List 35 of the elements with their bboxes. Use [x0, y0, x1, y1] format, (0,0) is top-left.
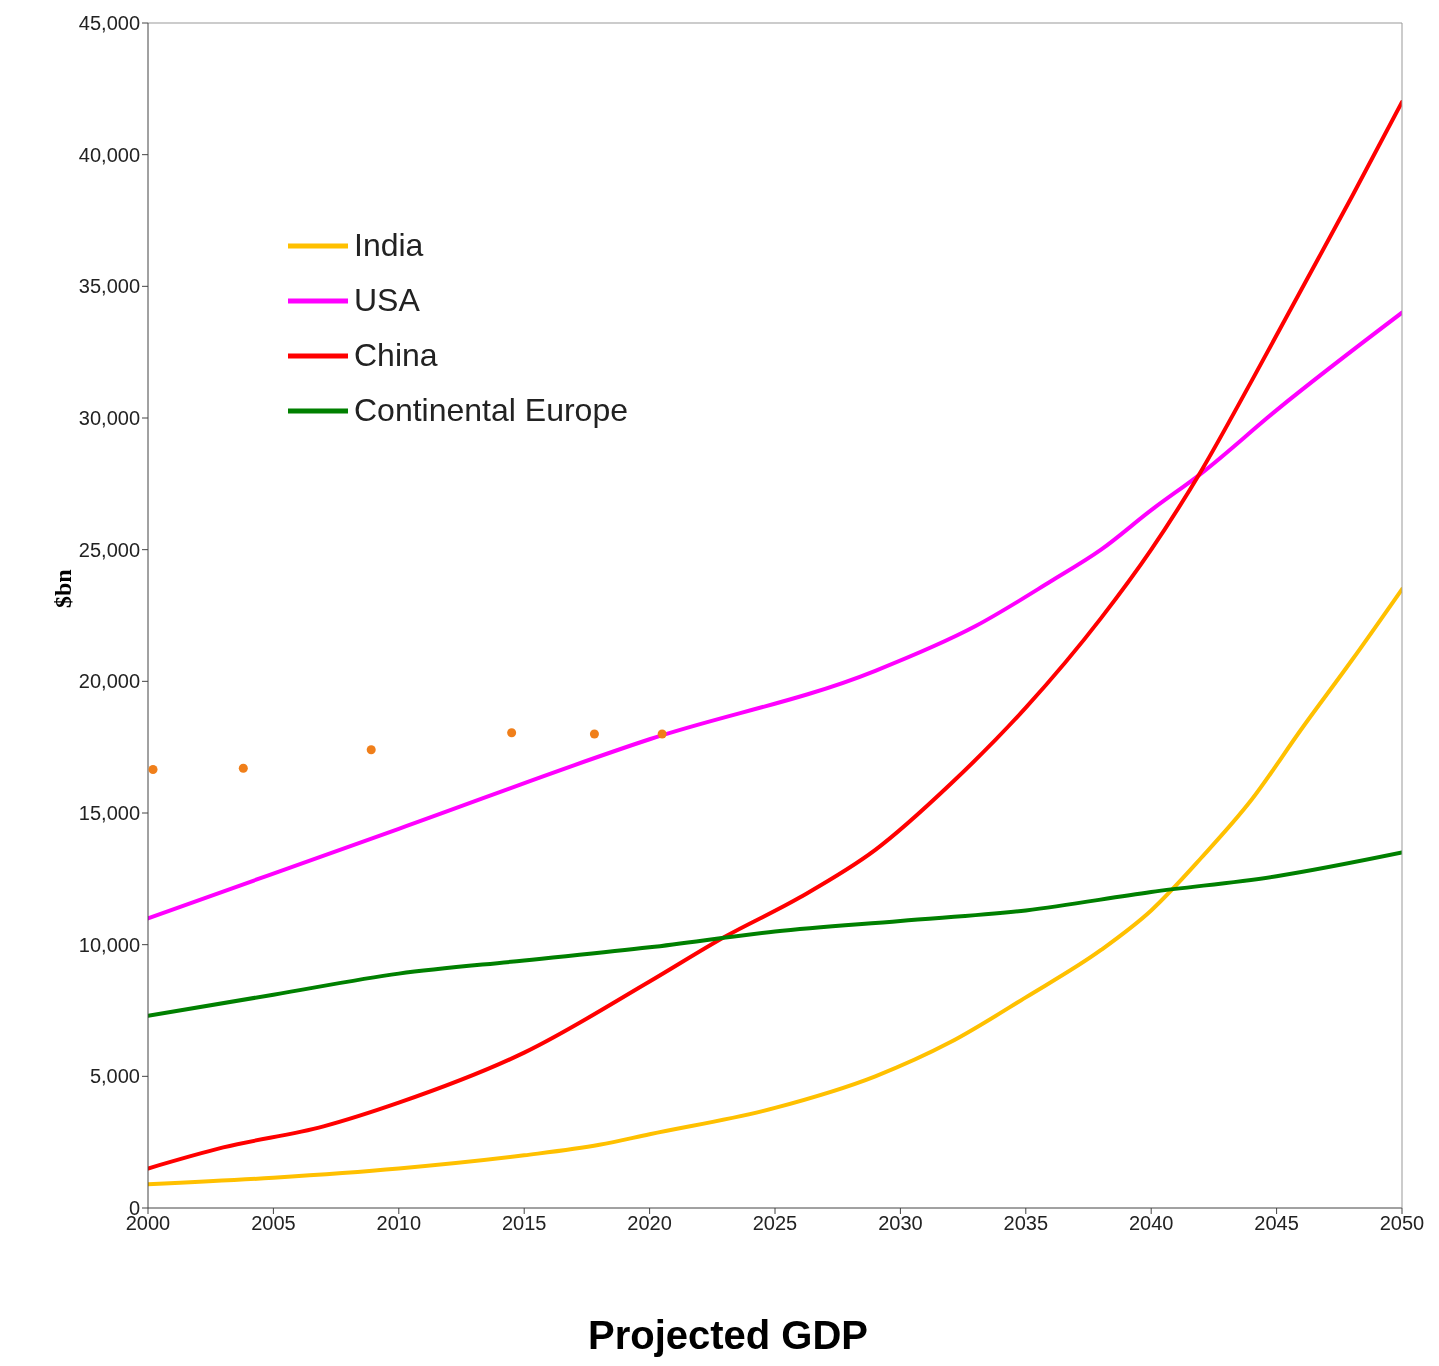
point [238, 763, 248, 773]
x-tick-label: 2040 [1128, 1212, 1174, 1235]
x-tick-label: 2005 [251, 1212, 296, 1235]
x-tick-label: 2020 [627, 1212, 672, 1235]
legend-label: India [354, 226, 424, 265]
x-tick-label: 2015 [501, 1212, 547, 1235]
line-series [148, 310, 1402, 921]
x-tick-label: 2050 [1379, 1212, 1425, 1235]
x-tick-label: 2035 [1003, 1212, 1049, 1235]
x-tick-label: 2010 [376, 1212, 422, 1235]
x-tick-label: 2030 [878, 1212, 923, 1235]
y-tick-label: 15,000 [78, 802, 140, 825]
point [366, 745, 376, 755]
line-series [148, 100, 1402, 1171]
text: Projected GDP [586, 1313, 870, 1358]
y-tick-label: 35,000 [78, 275, 140, 298]
y-axis-title: $bn [50, 569, 77, 608]
y-tick-label: 30,000 [78, 407, 140, 430]
point [589, 729, 599, 739]
line-series [148, 587, 1402, 1187]
x-tick-label: 2025 [752, 1212, 798, 1235]
legend-label: Continental Europe [354, 391, 628, 430]
x-tick-label: 2045 [1254, 1212, 1299, 1235]
legend-label: USA [354, 281, 420, 320]
y-tick-label: 25,000 [78, 538, 140, 561]
line-series [148, 850, 1402, 1018]
point [148, 765, 158, 775]
y-tick-label: 10,000 [78, 933, 140, 956]
point [507, 728, 517, 738]
y-tick-label: 5,000 [89, 1065, 140, 1088]
y-tick-label: 45,000 [78, 12, 140, 35]
y-tick-label: 40,000 [78, 143, 140, 166]
y-tick-label: 20,000 [78, 670, 140, 693]
legend-label: China [354, 336, 438, 375]
point [657, 729, 667, 739]
